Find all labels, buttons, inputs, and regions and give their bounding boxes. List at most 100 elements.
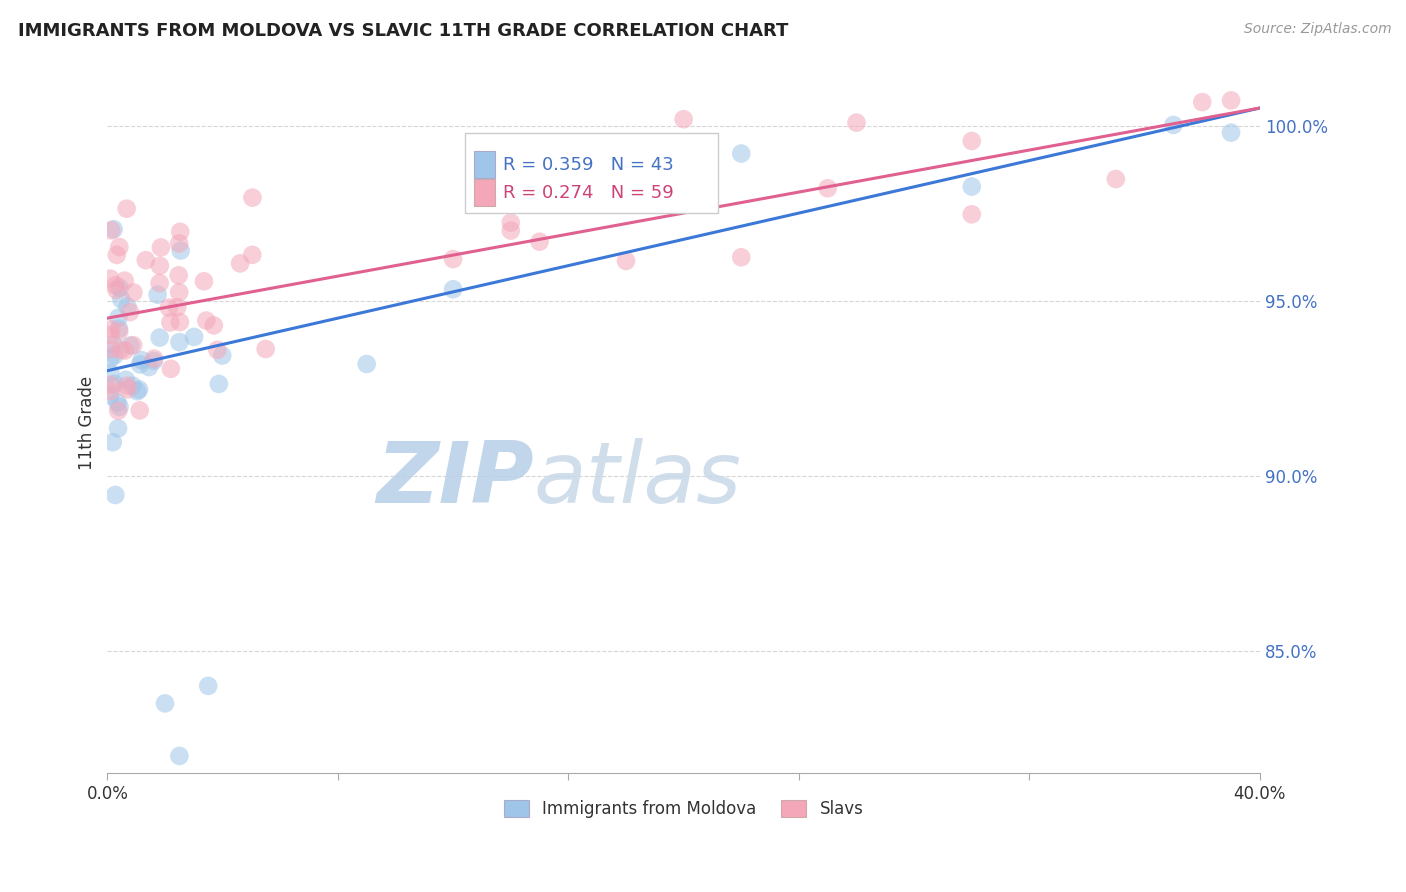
Point [193,274,215,288]
Point [202,318,225,333]
Point [143,351,166,366]
Point [103,337,125,351]
Point [169,335,191,350]
FancyBboxPatch shape [474,179,495,206]
Point [672,112,695,127]
Point [131,353,153,368]
Point [108,325,131,339]
Point [499,223,522,237]
Point [104,376,127,391]
Point [441,252,464,266]
Point [1163,118,1185,132]
Point [122,285,145,300]
Point [98,351,121,366]
Point [115,373,138,387]
Point [108,321,131,335]
Point [195,313,218,327]
Point [730,250,752,264]
Point [499,216,522,230]
Point [169,748,191,763]
Point [117,382,139,396]
Point [149,331,172,345]
Point [166,300,188,314]
FancyBboxPatch shape [464,133,718,213]
Y-axis label: 11th Grade: 11th Grade [79,376,96,470]
Point [120,338,142,352]
Point [730,146,752,161]
Point [135,253,157,268]
Text: atlas: atlas [534,438,742,521]
Point [149,240,172,254]
Text: IMMIGRANTS FROM MOLDOVA VS SLAVIC 11TH GRADE CORRELATION CHART: IMMIGRANTS FROM MOLDOVA VS SLAVIC 11TH G… [18,22,789,40]
Point [121,378,143,392]
Point [127,384,149,399]
Point [254,342,277,356]
Point [105,283,128,297]
Point [183,330,205,344]
Point [115,378,138,392]
Point [101,435,124,450]
Point [614,254,637,268]
Point [960,207,983,221]
Point [108,240,131,254]
Point [169,315,191,329]
Point [104,488,127,502]
Text: ZIP: ZIP [377,438,534,521]
Point [167,236,190,251]
Point [98,389,121,403]
Point [142,354,165,368]
Point [107,395,129,409]
Point [107,421,129,435]
Point [356,357,378,371]
Point [157,301,180,315]
Point [1220,126,1243,140]
Point [169,244,191,258]
Point [960,179,983,194]
Point [211,349,233,363]
Point [98,327,121,342]
Point [98,384,121,399]
Point [107,310,129,325]
Point [1105,172,1128,186]
Point [128,383,150,397]
Point [167,268,190,283]
Point [817,181,839,195]
Point [105,248,128,262]
FancyBboxPatch shape [474,152,495,178]
Point [138,360,160,375]
Point [229,256,252,270]
Point [146,287,169,301]
Point [98,377,121,392]
Point [557,196,579,211]
Point [1220,94,1243,108]
Text: R = 0.274   N = 59: R = 0.274 N = 59 [503,184,673,202]
Point [117,300,139,314]
Point [110,343,132,357]
Point [242,191,264,205]
Point [160,361,183,376]
Point [114,274,136,288]
Point [114,343,136,358]
Point [98,271,121,285]
Point [208,376,231,391]
Point [960,134,983,148]
Point [103,348,125,362]
Point [103,222,125,236]
Point [240,248,263,262]
Point [845,115,868,129]
Point [167,285,190,300]
Point [197,679,219,693]
Point [128,403,150,417]
Text: R = 0.359   N = 43: R = 0.359 N = 43 [503,156,673,174]
Point [100,322,122,336]
Point [104,278,127,293]
Point [169,225,191,239]
Point [149,276,172,290]
Point [100,223,122,237]
Text: Source: ZipAtlas.com: Source: ZipAtlas.com [1244,22,1392,37]
Point [98,366,121,380]
Point [149,259,172,273]
Point [108,281,131,295]
Point [122,338,145,352]
Point [153,697,176,711]
